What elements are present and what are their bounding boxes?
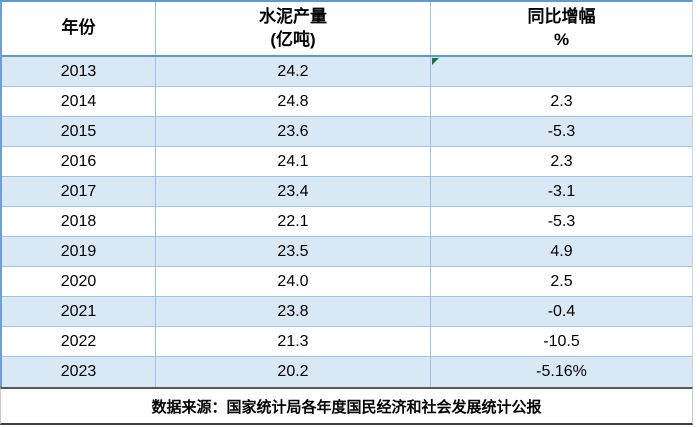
year-cell: 2018 (2, 207, 156, 236)
growth-value: 2.5 (550, 272, 573, 290)
table-row: 2020 24.0 2.5 (2, 267, 692, 297)
production-cell: 23.5 (156, 237, 431, 266)
table-row: 2019 23.5 4.9 (2, 237, 692, 267)
growth-cell: 2.3 (431, 147, 692, 176)
table-row: 2017 23.4 -3.1 (2, 177, 692, 207)
production-cell: 23.8 (156, 297, 431, 326)
production-cell: 23.4 (156, 177, 431, 206)
year-cell: 2016 (2, 147, 156, 176)
growth-value: -5.3 (547, 122, 576, 140)
growth-cell: -10.5 (431, 327, 692, 356)
year-cell: 2014 (2, 87, 156, 116)
production-cell: 20.2 (156, 357, 431, 387)
table-row: 2018 22.1 -5.3 (2, 207, 692, 237)
year-cell: 2023 (2, 357, 156, 387)
year-cell: 2017 (2, 177, 156, 206)
year-cell: 2015 (2, 117, 156, 146)
header-year-label: 年份 (61, 18, 96, 38)
header-growth-unit: % (553, 29, 570, 49)
table-row: 2014 24.8 2.3 (2, 87, 692, 117)
header-cell-growth: 同比增幅 % (431, 2, 692, 55)
year-cell: 2019 (2, 237, 156, 266)
header-production-label: 水泥产量 (259, 6, 327, 26)
table-row: 2015 23.6 -5.3 (2, 117, 692, 147)
cement-production-table: 年份 水泥产量 (亿吨) 同比增幅 % 2013 24.2 2014 24.8 (0, 0, 693, 387)
growth-cell: -3.1 (431, 177, 692, 206)
production-cell: 21.3 (156, 327, 431, 356)
production-cell: 24.0 (156, 267, 431, 296)
growth-cell: 2.3 (431, 87, 692, 116)
growth-value: 2.3 (550, 92, 573, 110)
table-row: 2013 24.2 (2, 57, 692, 87)
growth-cell: 2.5 (431, 267, 692, 296)
production-cell: 24.1 (156, 147, 431, 176)
growth-value: -10.5 (543, 332, 580, 350)
excel-error-indicator-icon (432, 58, 439, 65)
table-row: 2021 23.8 -0.4 (2, 297, 692, 327)
production-cell: 22.1 (156, 207, 431, 236)
growth-cell (431, 57, 692, 86)
growth-value: -0.4 (547, 302, 576, 320)
table-body: 2013 24.2 2014 24.8 2.3 2015 23.6 -5.3 2… (2, 57, 692, 387)
source-note-row: 数据来源：国家统计局各年度国民经济和社会发展统计公报 (0, 387, 693, 425)
growth-cell: 4.9 (431, 237, 692, 266)
source-note-text: 数据来源：国家统计局各年度国民经济和社会发展统计公报 (151, 398, 542, 416)
growth-cell: -5.3 (431, 117, 692, 146)
growth-cell: -5.16% (431, 357, 692, 387)
growth-value: -5.16% (536, 363, 587, 380)
table-row: 2022 21.3 -10.5 (2, 327, 692, 357)
year-cell: 2020 (2, 267, 156, 296)
growth-cell: -5.3 (431, 207, 692, 236)
production-cell: 24.2 (156, 57, 431, 86)
production-cell: 24.8 (156, 87, 431, 116)
year-cell: 2013 (2, 57, 156, 86)
header-cell-production: 水泥产量 (亿吨) (156, 2, 431, 55)
header-production-unit: (亿吨) (270, 29, 316, 49)
growth-value: 4.9 (550, 242, 573, 260)
growth-value: -5.3 (547, 212, 576, 230)
year-cell: 2022 (2, 327, 156, 356)
table-header-row: 年份 水泥产量 (亿吨) 同比增幅 % (2, 2, 692, 57)
year-cell: 2021 (2, 297, 156, 326)
header-growth-label: 同比增幅 (527, 6, 596, 26)
header-cell-year: 年份 (2, 2, 156, 55)
production-cell: 23.6 (156, 117, 431, 146)
growth-cell: -0.4 (431, 297, 692, 326)
table-row: 2016 24.1 2.3 (2, 147, 692, 177)
table-row: 2023 20.2 -5.16% (2, 357, 692, 387)
growth-value: 2.3 (550, 152, 573, 170)
growth-value: -3.1 (547, 182, 576, 200)
